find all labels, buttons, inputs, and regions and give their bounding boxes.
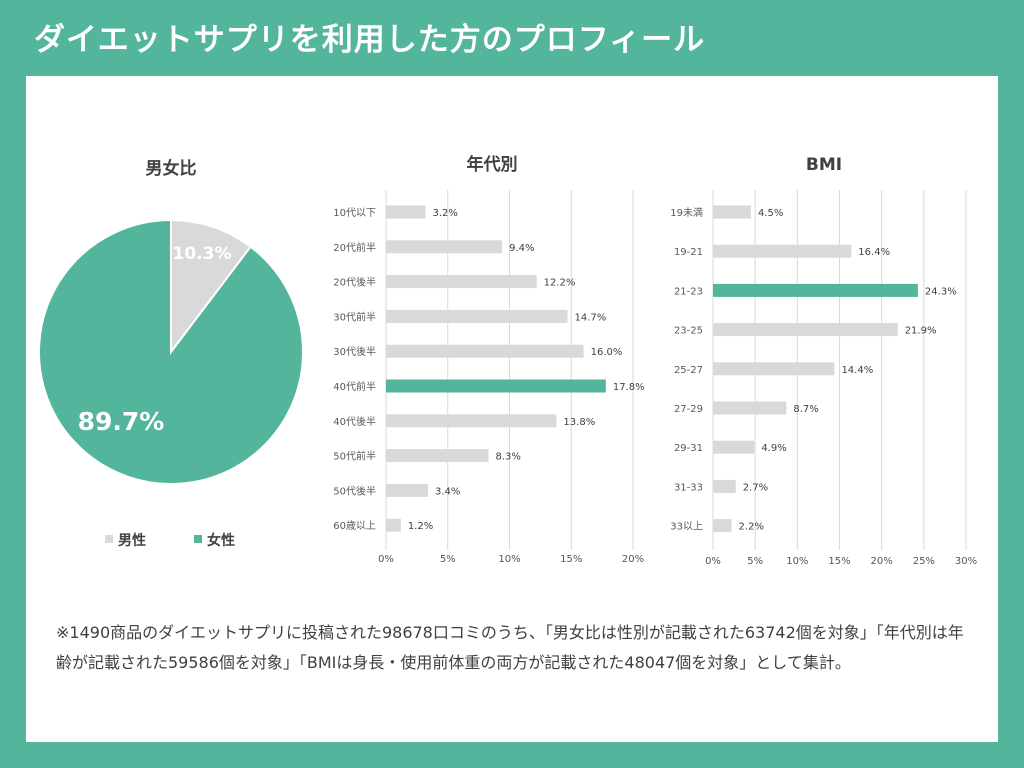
age-category-label: 20代後半 <box>333 276 376 289</box>
bmi-bar <box>713 519 732 533</box>
age-category-label: 40代前半 <box>333 380 376 393</box>
bmi-category-label: 31-33 <box>674 482 703 493</box>
age-bar <box>386 240 503 254</box>
bmi-chart: BMI 0% 5% 10% 15% 20% 25% 30% 19未満 4.5% 19-21 16.4… <box>670 155 977 567</box>
age-category-label: 30代後半 <box>333 345 376 358</box>
age-value-label: 3.4% <box>435 486 460 497</box>
bmi-bar <box>713 362 835 376</box>
bmi-category-label: 27-29 <box>674 404 703 415</box>
age-category-label: 40代後半 <box>333 415 376 428</box>
pie-label-male: 10.3% <box>173 244 232 264</box>
bmi-category-label: 19未満 <box>670 207 703 219</box>
bmi-tick-label: 15% <box>828 556 850 567</box>
age-value-label: 8.3% <box>496 452 521 463</box>
age-tick-label: 15% <box>560 554 582 565</box>
age-bar <box>386 205 426 219</box>
legend-label-male: 男性 <box>118 532 146 549</box>
legend-swatch-female <box>194 535 202 543</box>
bmi-bar <box>713 283 918 297</box>
gender-chart-title: 男女比 <box>146 158 197 179</box>
bmi-tick-label: 25% <box>913 556 935 567</box>
bmi-bar <box>713 479 736 493</box>
age-bar <box>386 414 557 428</box>
bmi-bar <box>713 323 898 337</box>
age-bar <box>386 309 568 323</box>
bmi-bar <box>713 244 852 258</box>
age-value-label: 14.7% <box>575 312 607 323</box>
chart-card: 男女比 10.3% 89.7% 男性 女性 年代別 0% 5% 10% 15% 20% 1… <box>26 76 998 742</box>
bmi-chart-title: BMI <box>806 155 842 175</box>
age-category-label: 30代前半 <box>333 310 376 323</box>
bmi-category-label: 29-31 <box>674 443 703 454</box>
pie-slice-female <box>38 218 304 485</box>
page-title: ダイエットサプリを利用した方のプロフィール <box>34 22 706 58</box>
bmi-category-label: 21-23 <box>674 286 703 297</box>
bmi-value-label: 2.2% <box>739 522 764 533</box>
bmi-value-label: 8.7% <box>793 404 818 415</box>
bmi-value-label: 4.5% <box>758 208 783 219</box>
bmi-bar <box>713 440 755 454</box>
age-chart: 年代別 0% 5% 10% 15% 20% 10代以下 3.2% 20代前半 9.4% 20代後半… <box>333 154 644 565</box>
bmi-value-label: 21.9% <box>905 326 937 337</box>
age-value-label: 1.2% <box>408 521 433 532</box>
bmi-bar <box>713 205 751 219</box>
bmi-tick-label: 0% <box>705 556 721 567</box>
age-tick-label: 10% <box>498 554 520 565</box>
bmi-tick-label: 5% <box>747 556 763 567</box>
age-tick-label: 20% <box>622 554 644 565</box>
pie-label-female: 89.7% <box>78 407 165 436</box>
age-value-label: 9.4% <box>509 243 534 254</box>
legend-label-female: 女性 <box>207 532 235 549</box>
pie-slice-male <box>170 218 252 355</box>
age-bar <box>386 275 537 289</box>
bmi-value-label: 14.4% <box>841 365 873 376</box>
gender-chart: 男女比 10.3% 89.7% 男性 女性 <box>38 158 304 549</box>
bmi-tick-label: 30% <box>955 556 977 567</box>
bmi-value-label: 2.7% <box>743 482 768 493</box>
bmi-category-label: 33以上 <box>670 521 703 533</box>
age-value-label: 12.2% <box>544 278 576 289</box>
age-tick-label: 0% <box>378 554 394 565</box>
age-value-label: 13.8% <box>563 417 595 428</box>
age-bar <box>386 379 606 393</box>
age-category-label: 50代後半 <box>333 484 376 497</box>
age-tick-label: 5% <box>440 554 456 565</box>
charts-canvas: 男女比 10.3% 89.7% 男性 女性 年代別 0% 5% 10% 15% 20% 1… <box>38 154 977 567</box>
age-bar <box>386 344 584 358</box>
age-value-label: 17.8% <box>613 382 645 393</box>
age-bar <box>386 518 401 532</box>
bmi-value-label: 16.4% <box>858 247 890 258</box>
bmi-value-label: 4.9% <box>761 443 786 454</box>
bmi-bar <box>713 401 787 415</box>
age-category-label: 60歳以上 <box>333 520 376 532</box>
age-bar <box>386 449 489 463</box>
legend-swatch-male <box>105 535 113 543</box>
age-value-label: 16.0% <box>591 347 623 358</box>
bmi-category-label: 19-21 <box>674 247 703 258</box>
age-chart-title: 年代別 <box>467 154 518 175</box>
age-category-label: 10代以下 <box>333 207 376 219</box>
bmi-value-label: 24.3% <box>925 286 957 297</box>
bmi-tick-label: 10% <box>786 556 808 567</box>
age-category-label: 20代前半 <box>333 241 376 254</box>
age-bar <box>386 483 428 497</box>
footnote: ※1490商品のダイエットサプリに投稿された98678口コミのうち、「男女比は性… <box>56 623 964 672</box>
bmi-category-label: 23-25 <box>674 326 703 337</box>
bmi-tick-label: 20% <box>871 556 893 567</box>
age-category-label: 50代前半 <box>333 450 376 463</box>
age-value-label: 3.2% <box>433 208 458 219</box>
bmi-category-label: 25-27 <box>674 365 703 376</box>
